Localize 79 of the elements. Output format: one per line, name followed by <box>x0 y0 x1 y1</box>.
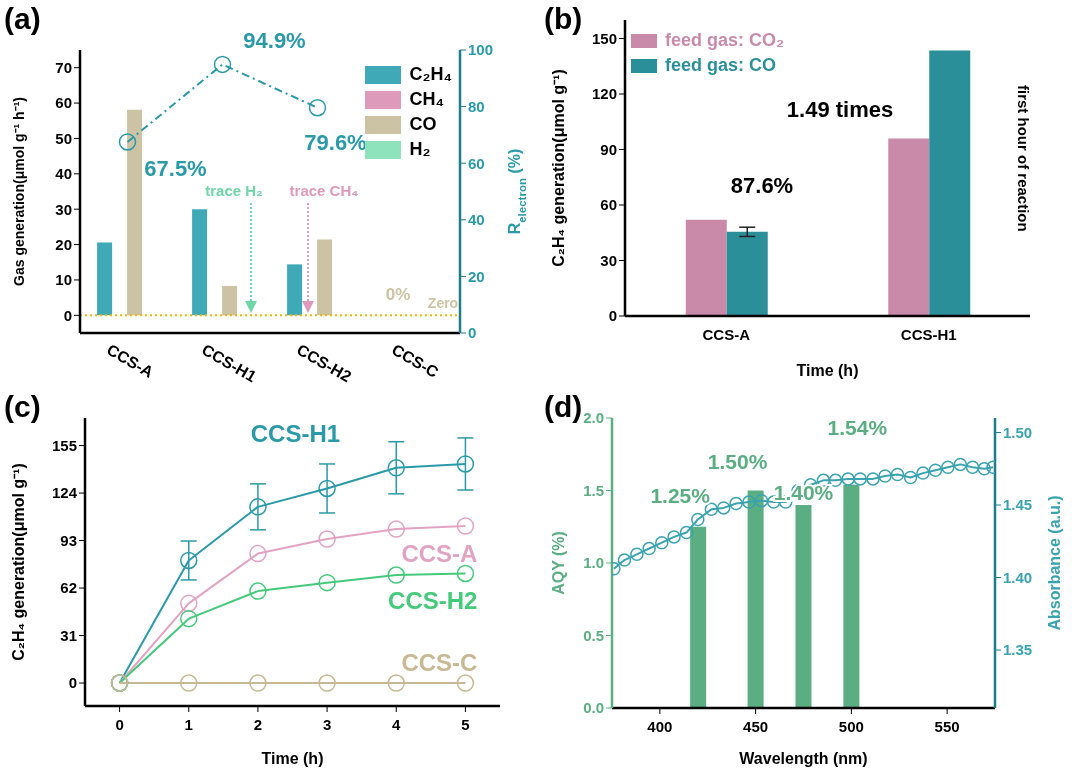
series-label: CCS-H1 <box>250 419 341 447</box>
y-tick-label: 30 <box>55 200 72 218</box>
y-tick-label: 93 <box>60 531 77 549</box>
y-tick-label: 2.0 <box>583 409 604 427</box>
y-tick-label: 20 <box>55 235 72 253</box>
y-tick-label: 0 <box>63 306 72 324</box>
series-label: CCS-H2 <box>388 587 478 615</box>
x-tick-label: 500 <box>838 718 864 735</box>
y-axis-title: C₂H₄ generation(μmol g⁻¹) <box>10 463 27 661</box>
y-tick-label: 124 <box>51 484 78 502</box>
series-label: CCS-A <box>401 540 478 567</box>
y-tick-label: 150 <box>591 29 617 47</box>
y-tick-label: 10 <box>55 271 72 289</box>
annotation: Zero <box>427 295 459 311</box>
legend-label: feed gas: CO <box>665 55 777 76</box>
legend-label: C₂H₄ <box>409 64 452 85</box>
y2-tick-label: 1.35 <box>1003 641 1033 659</box>
x-tick-label: 3 <box>322 716 332 733</box>
data-label: 67.5% <box>144 155 207 181</box>
data-label: 1.25% <box>650 483 711 507</box>
y2-axis-title: Absorbance (a.u.) <box>1046 495 1063 631</box>
y2-tick-label: 100 <box>468 41 494 59</box>
y2-tick-label: 20 <box>468 267 485 285</box>
y-tick-label: 155 <box>51 436 77 454</box>
y2-tick-label: 60 <box>468 154 485 172</box>
y-tick-label: 60 <box>600 196 617 214</box>
x-tick-label: 2 <box>253 716 263 733</box>
annotation: trace CH₄ <box>289 182 359 199</box>
y-tick-label: 1.5 <box>583 481 604 499</box>
legend-label: CO <box>409 114 437 135</box>
annotation: 1.49 times <box>786 97 894 122</box>
x-axis-title: Time (h) <box>796 362 859 379</box>
x-axis-title: Time (h) <box>261 750 324 767</box>
x-tick-label: 400 <box>647 718 673 735</box>
y-tick-label: 1.0 <box>583 554 604 572</box>
annotation: first hour of reaction <box>1015 85 1032 232</box>
annotation: trace H₂ <box>205 182 263 199</box>
y-tick-label: 62 <box>60 579 77 597</box>
y-axis-title: AQY (%) <box>550 531 567 595</box>
y2-tick-label: 1.40 <box>1003 568 1033 586</box>
legend-label: feed gas: CO₂ <box>665 30 785 51</box>
chart-title: (d) <box>544 390 583 424</box>
annotation: 0% <box>385 285 411 304</box>
chart-title: (a) <box>4 2 41 36</box>
x-tick-label: 5 <box>461 716 470 733</box>
y-tick-label: 0.0 <box>583 699 604 717</box>
data-label: 1.54% <box>827 415 888 439</box>
y-tick-label: 0 <box>68 674 77 692</box>
legend-label: H₂ <box>409 139 431 160</box>
x-tick-label: 0 <box>115 716 124 733</box>
y-tick-label: 90 <box>600 140 617 158</box>
y-tick-label: 0.5 <box>583 626 604 644</box>
y-tick-label: 0 <box>608 307 617 325</box>
series-label: CCS-C <box>401 649 478 677</box>
y-tick-label: 31 <box>60 626 77 644</box>
y-axis-title: C₂H₄ generation(μmol g⁻¹) <box>550 69 567 267</box>
annotation: 87.6% <box>730 173 794 198</box>
y-tick-label: 60 <box>55 94 72 112</box>
x-tick-label: 4 <box>392 716 402 733</box>
x-tick-label: 1 <box>184 716 193 733</box>
y-tick-label: 70 <box>55 59 72 77</box>
x-axis-title: Wavelength (nm) <box>739 750 868 767</box>
y2-tick-label: 1.50 <box>1003 423 1033 441</box>
y-tick-label: 40 <box>55 165 72 183</box>
data-label: 1.50% <box>707 449 768 473</box>
y-axis-title: Gas generation(μmol g⁻¹ h⁻¹) <box>11 97 27 286</box>
legend-label: CH₄ <box>409 89 444 110</box>
x-tick-label: 550 <box>934 718 960 735</box>
data-label: 79.6% <box>304 129 367 155</box>
y2-tick-label: 40 <box>468 211 485 229</box>
y-tick-label: 50 <box>55 129 72 147</box>
y2-tick-label: 1.45 <box>1003 496 1033 514</box>
y2-tick-label: 80 <box>468 97 485 115</box>
y-tick-label: 120 <box>591 85 617 103</box>
data-label: 94.9% <box>243 28 306 54</box>
y-tick-label: 30 <box>600 251 617 269</box>
chart-title: (b) <box>544 2 583 36</box>
chart-title: (c) <box>4 390 41 424</box>
x-tick-label: 450 <box>743 718 769 735</box>
